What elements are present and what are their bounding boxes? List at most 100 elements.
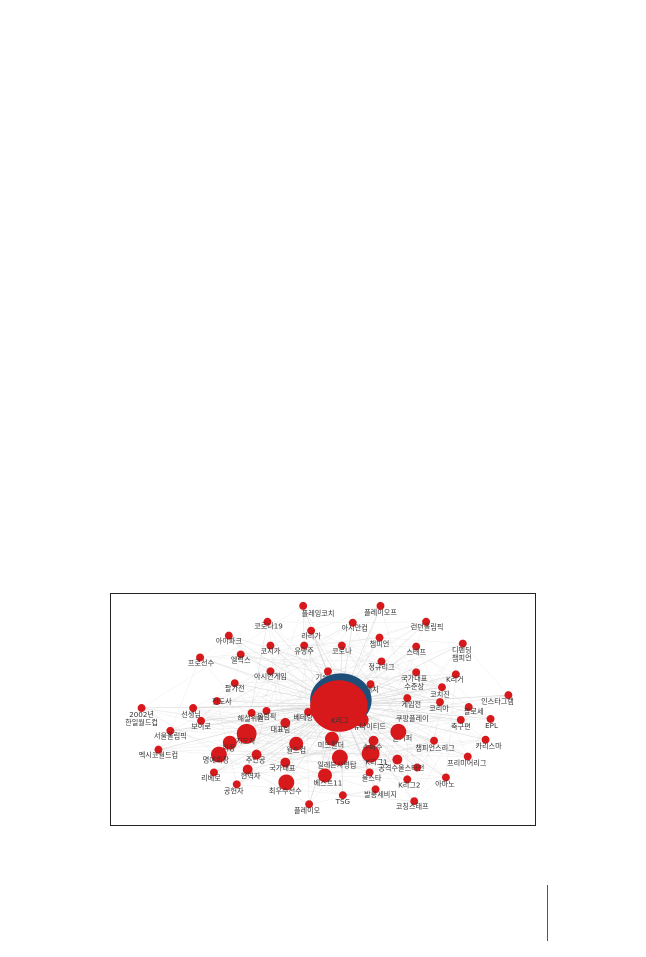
node-label: 수준상 (404, 682, 424, 691)
edge (381, 661, 418, 768)
node-label: 플레이오 (294, 806, 321, 815)
node-label: 런던올림픽 (411, 623, 444, 632)
node-label: 미드필더 (318, 741, 344, 750)
node: K리그1 (365, 754, 403, 767)
node-label: 코로나19 (254, 622, 283, 631)
edge (370, 643, 463, 754)
node-dot (464, 703, 473, 711)
node-label: 국가대표 (269, 763, 296, 772)
node-label: 명예회장 (203, 756, 230, 765)
node-label: A매치 (361, 685, 379, 694)
node-label: 쿠팡플레이 (396, 714, 429, 723)
node: 코로나19 (254, 617, 283, 631)
node-dot (266, 641, 275, 650)
node-dot (377, 657, 386, 666)
node-dot (365, 768, 374, 777)
node-label: 코치진 (430, 690, 450, 699)
edge (200, 671, 329, 722)
edge (251, 645, 305, 714)
node-dot (337, 641, 346, 650)
edge (199, 635, 229, 658)
node-label: 팔로세 (464, 707, 484, 716)
node: 런던올림픽 (411, 617, 444, 632)
node-dot (318, 768, 332, 783)
edge (270, 605, 381, 672)
node-dot (209, 768, 218, 777)
node: 아이파크 (216, 631, 243, 646)
edge (324, 740, 435, 776)
node-dot (266, 667, 275, 676)
node-dot (263, 617, 272, 626)
node: 유망주 (294, 641, 314, 655)
node-label: 프리미어리그 (447, 759, 487, 768)
node-dot (300, 641, 309, 650)
node-label: 아이파크 (216, 637, 243, 646)
node-label: 전도사 (212, 697, 232, 706)
edge (417, 702, 441, 768)
edge (342, 789, 376, 796)
node: 플레잉코치 (299, 601, 334, 618)
node-dot (348, 618, 357, 627)
node-dot (331, 749, 348, 766)
node-label: 국가대표 (401, 674, 428, 683)
node-dot (371, 785, 380, 794)
edge (327, 661, 382, 672)
node: 정규리그 (368, 657, 395, 671)
edge (270, 645, 486, 740)
node-label: K리그1 (365, 758, 387, 767)
node-dot (299, 601, 308, 610)
node: 챔피언 (370, 633, 389, 649)
node-label: 해설위원 (238, 714, 264, 723)
node-dot (430, 736, 439, 745)
node-label: 정규리그 (368, 662, 395, 671)
edge (397, 694, 509, 760)
node: 베스트11 (314, 768, 342, 787)
node: 일레븐사령탑 (317, 749, 357, 769)
node: A매치 (361, 680, 379, 694)
edge (158, 731, 399, 750)
node-label: 회장 (222, 744, 236, 753)
edge (199, 657, 286, 763)
edge (462, 643, 509, 696)
node-dot (403, 775, 412, 784)
node-label: 아시안컵 (342, 624, 368, 633)
node-label: K리거 (446, 675, 464, 684)
node-dot (361, 744, 380, 763)
node-dot (189, 704, 198, 712)
node-dot (412, 642, 421, 651)
node-label: 프로선수 (188, 658, 215, 667)
node: 보이로 (191, 716, 211, 731)
edge (381, 661, 441, 703)
node-dot (242, 764, 253, 775)
node-label: 코리아 (429, 704, 449, 713)
node-dot (438, 683, 446, 692)
node-label: 스태프 (406, 647, 426, 656)
node: 팔가전 (225, 679, 245, 693)
node-dot (262, 707, 271, 715)
edge (341, 645, 447, 778)
node: 지도자 (236, 723, 257, 746)
node: EPL (485, 714, 498, 730)
node: 라리가 (301, 626, 321, 641)
node-dot (251, 749, 262, 760)
network-figure: 플레잉코치 코로나19 라리가 아이파크 코치가 유망주 엘릭스 프로선수 아시안게임 팔가전 전도… (110, 593, 536, 826)
node-dot (323, 667, 332, 676)
edge (342, 795, 415, 802)
node: 코칭스태프 (396, 797, 429, 811)
node-dot (376, 601, 385, 610)
margin-rule (547, 885, 548, 941)
node-label: EPL (485, 721, 498, 730)
edge (285, 722, 340, 758)
node-label: 카리스마 (475, 742, 502, 751)
node: 월드컵 (286, 736, 306, 755)
node-label: 플레이오프 (364, 608, 397, 617)
node-dot (463, 752, 472, 761)
node: 코로나 (332, 641, 352, 655)
node-label: 코칭스태프 (396, 802, 429, 811)
edge (302, 605, 310, 805)
node: 멕시코월드컵 (139, 745, 178, 760)
edge (270, 621, 427, 672)
node-label: 선생님 (181, 710, 201, 719)
node: 해설위원 (238, 709, 264, 723)
